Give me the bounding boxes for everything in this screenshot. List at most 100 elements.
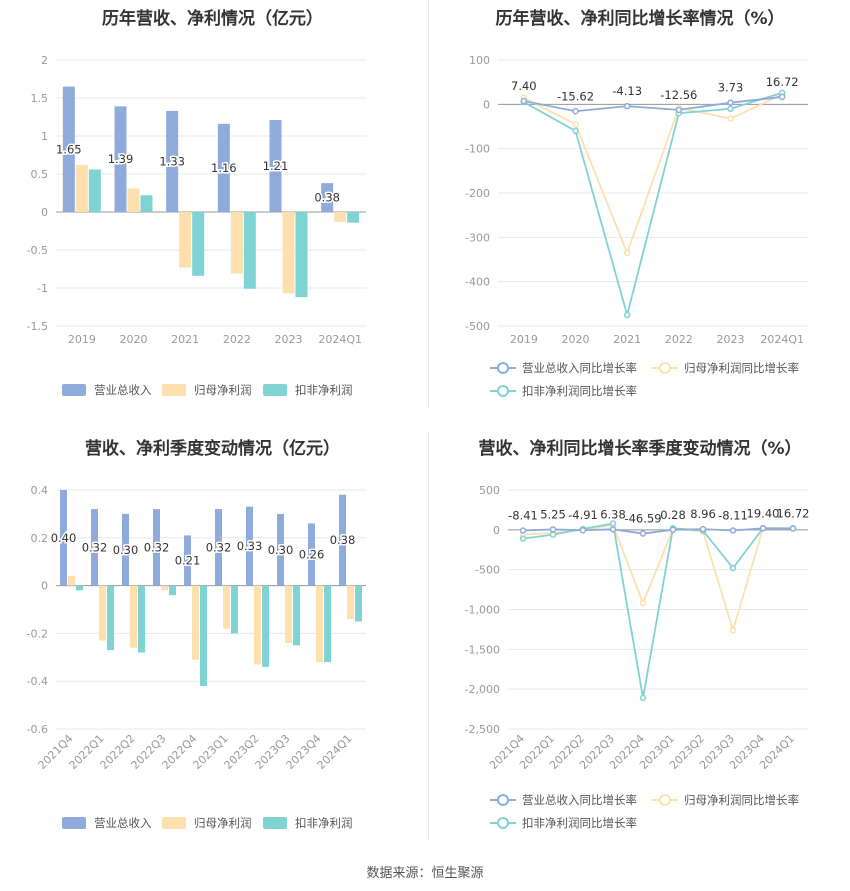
data-label: 19.40 [747,506,780,520]
y-tick-label: -1 [37,282,48,295]
y-tick-label: 0.4 [31,484,49,497]
annual-bar-chart: 历年营收、净利情况（亿元） -1.5 -1 -0.5 0 0.5 1 1.5 2 2019 1.6… [0,0,425,410]
bar [269,120,282,212]
x-tick-label: 2024Q1 [760,333,804,346]
series-point [609,520,617,527]
y-tick-label: -500 [465,320,490,333]
data-label: 0.33 [237,539,263,553]
data-label: 0.32 [206,540,232,554]
y-tick-label: -1.5 [27,320,48,333]
y-tick-label: 0 [41,206,48,219]
bar [295,212,308,298]
x-tick-label: 2020 [562,333,590,346]
data-label: 1.65 [56,142,82,156]
bar [169,585,176,596]
legend-label: 营业总收入同比增长率 [522,793,637,807]
chart-title: 营收、净利同比增长率季度变动情况（%） [478,439,802,459]
series-point [727,105,734,113]
bar [243,212,256,289]
data-label: 1.33 [159,154,185,168]
legend-swatch [162,817,186,829]
legend-label: 归母净利润 [194,816,252,830]
y-tick-label: 0.5 [31,168,49,181]
panel-divider [428,432,429,840]
series-line [522,527,794,535]
bar [99,585,106,641]
bar [62,86,75,212]
bar [347,212,360,223]
y-tick-label: -300 [465,231,490,244]
y-tick-label: -1,000 [465,604,500,617]
x-tick-label: 2022 [665,333,693,346]
legend-marker [497,362,509,374]
legend-label: 归母净利润同比增长率 [684,361,799,375]
data-label: -8.41 [508,509,538,523]
data-label: 1.21 [263,159,289,173]
x-tick-label: 2021 [171,333,199,346]
quarterly-bar-chart: 营收、净利季度变动情况（亿元） -0.6 -0.4 -0.2 0 0.2 0.4 2021Q… [0,430,425,850]
data-label: -4.91 [568,508,598,522]
series-point [623,102,631,110]
bar [223,585,230,629]
series-point [675,106,683,114]
data-label: 5.25 [540,507,566,521]
bar [91,509,98,586]
bar [76,585,83,591]
bar [161,585,168,591]
legend-label: 扣非净利润 [295,816,353,830]
bar [347,585,354,620]
bar [75,164,88,212]
bar [114,106,127,212]
series-point [623,311,631,319]
data-label: 8.96 [690,507,716,521]
series-point [639,694,647,702]
quarterly-growth-line-chart-svg: -2,500-2,000-1,500-1,000-50005002021Q420… [465,484,810,830]
bar [127,188,140,212]
y-tick-label: -400 [465,276,490,289]
y-tick-label: 0 [493,524,500,537]
series-point [759,525,767,532]
x-tick-label: 2019 [68,333,96,346]
bar [192,212,205,276]
legend-label: 营业总收入 [94,816,152,830]
series-point [639,530,647,537]
x-tick-label: 2023 [717,333,745,346]
y-tick-label: 100 [469,54,490,67]
legend-label: 归母净利润同比增长率 [684,793,799,807]
x-tick-label: 2024Q1 [318,333,362,346]
bar [153,509,160,586]
bar [277,513,284,586]
series-point [572,127,579,135]
bar [339,494,346,586]
bar [230,212,243,274]
series-point [572,108,579,115]
series-line [522,522,793,699]
chart-title: 营收、净利季度变动情况（亿元） [85,439,340,459]
bar [130,585,137,648]
series-point [729,527,737,534]
x-tick-label: 2023 [275,333,303,346]
data-label: 6.38 [600,507,626,521]
y-tick-label: 1.5 [31,92,49,105]
series-point [727,99,734,106]
legend-label: 营业总收入同比增长率 [522,361,637,375]
data-label: 16.72 [766,75,799,89]
bar [88,169,101,212]
bar [355,585,362,622]
bar [140,195,153,212]
legend-marker [659,362,671,374]
series-line [523,93,783,256]
bar [316,585,323,663]
series-point [579,526,587,534]
series-point [727,115,734,122]
data-label: 0.32 [144,540,170,554]
data-label: -46.59 [624,512,661,526]
y-tick-label: 0.2 [31,532,49,545]
panel-divider [428,0,429,408]
bar [184,535,191,586]
y-tick-label: -0.2 [27,627,48,640]
series-point [729,626,737,634]
bar [179,212,192,268]
series-point [519,535,527,542]
x-tick-label: 2022 [223,333,251,346]
